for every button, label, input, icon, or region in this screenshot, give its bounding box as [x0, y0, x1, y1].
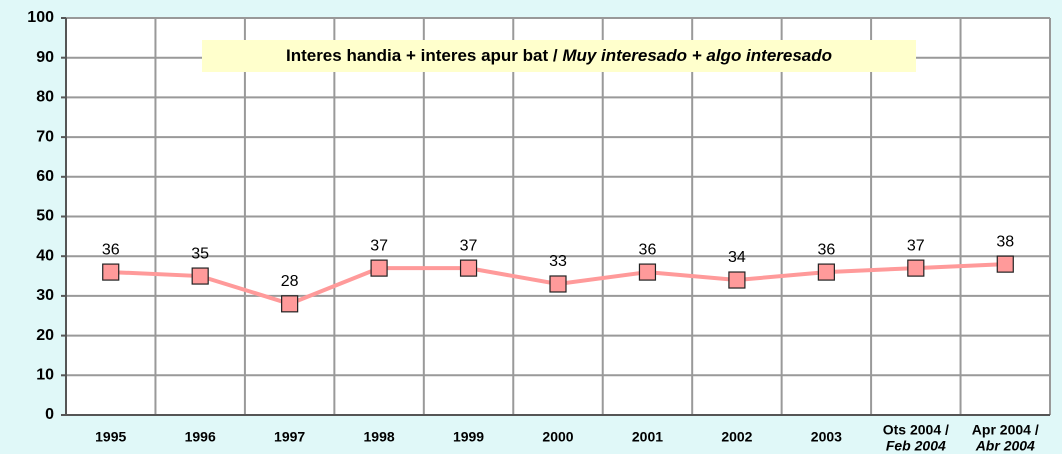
x-tick-label: Abr 2004 [975, 438, 1035, 454]
title-part: Muy interesado + algo interesado [562, 46, 832, 65]
x-tick-label: Ots 2004 / [883, 422, 949, 438]
data-label: 35 [191, 245, 209, 262]
data-label: 36 [817, 241, 835, 258]
y-tick-label: 30 [36, 287, 54, 304]
point-marker [638, 263, 657, 281]
x-tick-label: 1995 [95, 429, 126, 445]
y-tick-label: 40 [36, 247, 54, 264]
data-label: 36 [639, 241, 657, 258]
point-marker [728, 271, 746, 289]
x-tick-label: 2000 [542, 429, 573, 445]
point-marker [459, 259, 478, 277]
y-tick-label: 70 [36, 128, 54, 145]
point-marker [102, 263, 120, 281]
point-marker [370, 259, 388, 277]
y-tick-label: 0 [45, 406, 54, 423]
data-label: 36 [102, 241, 120, 258]
data-label: 37 [907, 237, 925, 254]
point-marker [907, 259, 925, 277]
point-marker [191, 267, 209, 285]
title-box [202, 40, 916, 72]
y-tick-label: 20 [36, 327, 54, 344]
point-marker [817, 263, 835, 281]
data-label: 28 [281, 273, 299, 290]
data-label: 34 [728, 249, 746, 266]
y-tick-label: 10 [36, 367, 54, 384]
data-label: 37 [460, 237, 478, 254]
point-marker [281, 295, 299, 313]
data-label: 33 [549, 253, 567, 270]
y-tick-label: 60 [36, 168, 54, 185]
data-label: 38 [996, 233, 1014, 250]
y-tick-label: 50 [36, 208, 54, 225]
x-tick-label: 1998 [364, 429, 395, 445]
x-tick-label: 1997 [274, 429, 305, 445]
title-part: Interes handia + interes apur bat / [286, 46, 562, 65]
y-tick-label: 90 [36, 49, 54, 66]
x-tick-label: 2002 [721, 429, 752, 445]
x-tick-label: 1999 [453, 429, 484, 445]
x-tick-label: Apr 2004 / [972, 422, 1039, 438]
x-tick-label: 1996 [185, 429, 216, 445]
point-marker [549, 275, 567, 293]
x-tick-label: Feb 2004 [886, 438, 946, 454]
y-tick-label: 100 [27, 9, 54, 26]
data-label: 37 [370, 237, 388, 254]
chart-title: Interes handia + interes apur bat / Muy … [286, 46, 832, 65]
x-tick-label: 2003 [811, 429, 842, 445]
y-tick-label: 80 [36, 89, 54, 106]
x-tick-label: 2001 [632, 429, 663, 445]
point-marker [996, 255, 1014, 273]
